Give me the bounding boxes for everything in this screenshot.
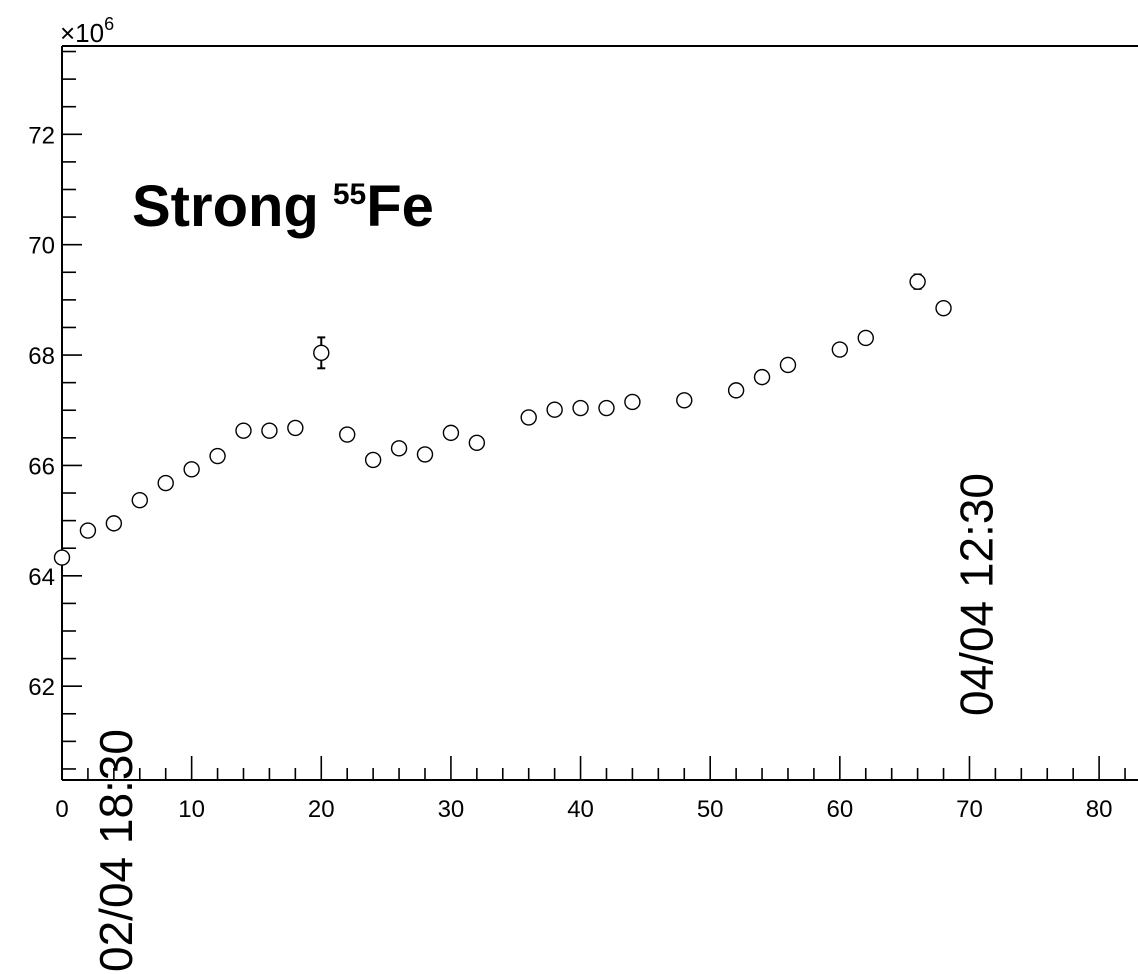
data-point xyxy=(624,393,641,411)
y-tick-label: 62 xyxy=(28,674,55,701)
data-point xyxy=(598,399,615,417)
data-point xyxy=(287,419,304,437)
data-point xyxy=(676,392,693,409)
x-tick-label: 80 xyxy=(1086,796,1113,823)
data-point xyxy=(831,341,849,358)
chart-title-main: Strong xyxy=(132,174,319,239)
data-point xyxy=(416,446,434,463)
date-annotation-start: 02/04 18:30 xyxy=(90,729,142,972)
y-tick-label: 66 xyxy=(28,453,55,480)
x-tick-label: 50 xyxy=(697,796,724,823)
y-axis-multiplier: ×106 xyxy=(60,14,114,48)
data-point xyxy=(261,422,278,439)
data-point xyxy=(364,451,382,469)
x-tick-label: 0 xyxy=(55,796,68,823)
data-point xyxy=(753,368,771,386)
data-point xyxy=(520,409,537,426)
plot-frame xyxy=(61,45,1138,781)
data-point xyxy=(935,299,952,317)
date-annotations: 02/04 18:30 04/04 12:30 xyxy=(90,473,1003,972)
x-tick-label: 20 xyxy=(308,796,335,823)
data-point xyxy=(105,515,123,532)
y-tick-label: 72 xyxy=(28,122,55,149)
data-point xyxy=(468,434,486,452)
date-annotation-end: 04/04 12:30 xyxy=(950,473,1002,716)
data-point xyxy=(183,461,200,478)
x-tick-label: 10 xyxy=(178,796,205,823)
data-point xyxy=(339,426,356,443)
x-axis: 0 10 20 30 40 50 60 70 80 xyxy=(55,756,1126,823)
data-point xyxy=(313,344,330,362)
x-tick-label: 30 xyxy=(438,796,465,823)
chart-title-superscript: 55 xyxy=(333,178,366,211)
data-point xyxy=(727,382,745,399)
data-point xyxy=(390,440,408,457)
data-point xyxy=(909,273,926,290)
x-tick-label: 70 xyxy=(956,796,983,823)
data-points xyxy=(53,273,952,566)
x-tick-label: 40 xyxy=(567,796,594,823)
data-point xyxy=(572,399,589,417)
data-point xyxy=(857,329,874,347)
chart-title-suffix: Fe xyxy=(366,174,434,239)
y-tick-label: 68 xyxy=(28,343,55,370)
chart-title: Strong 55Fe xyxy=(132,174,434,239)
data-point xyxy=(546,401,563,418)
data-point xyxy=(442,424,460,442)
data-point xyxy=(131,491,148,509)
data-point xyxy=(53,549,71,566)
y-tick-label: 70 xyxy=(28,233,55,260)
y-tick-label: 64 xyxy=(28,564,55,591)
data-point xyxy=(779,356,797,374)
data-point xyxy=(79,522,97,539)
data-point xyxy=(235,422,252,439)
y-axis: 62 64 66 68 70 72 xyxy=(28,50,82,770)
data-point xyxy=(157,474,174,492)
data-point xyxy=(209,447,226,465)
x-tick-label: 60 xyxy=(826,796,853,823)
